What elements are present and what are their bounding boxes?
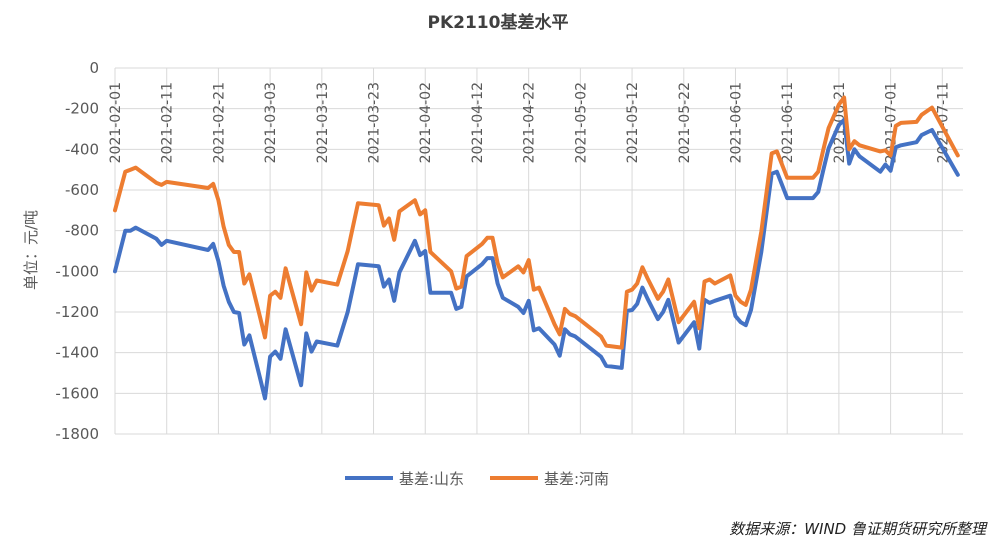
legend: 基差:山东 基差:河南 xyxy=(345,470,609,488)
y-tick-label: -600 xyxy=(65,181,99,199)
grid-vertical xyxy=(114,68,943,434)
x-tick-label: 2021-05-12 xyxy=(625,82,641,163)
x-tick-label: 2021-02-01 xyxy=(108,82,124,163)
legend-label-1: 基差:山东 xyxy=(399,470,464,488)
y-tick-label: 0 xyxy=(89,59,99,77)
x-tick-label: 2021-02-21 xyxy=(211,82,227,163)
source-note: 数据来源：WIND 鲁证期货研究所整理 xyxy=(729,520,986,538)
x-tick-label: 2021-07-01 xyxy=(884,82,900,163)
x-tick-label: 2021-05-02 xyxy=(573,82,589,163)
y-tick-label: -1400 xyxy=(55,344,99,362)
y-tick-label: -1800 xyxy=(55,425,99,443)
y-tick-labels: 0 -200 -400 -600 -800 -1000 -1200 -1400 -1600 -18… xyxy=(55,59,99,443)
y-axis-label: 单位：元/吨 xyxy=(22,210,40,290)
x-tick-label: 2021-03-03 xyxy=(263,82,279,163)
x-tick-label: 2021-05-22 xyxy=(677,82,693,163)
legend-label-2: 基差:河南 xyxy=(544,470,609,488)
y-tick-label: -1600 xyxy=(55,384,99,402)
x-tick-label: 2021-03-23 xyxy=(367,82,383,163)
y-tick-label: -1200 xyxy=(55,303,99,321)
x-tick-label: 2021-06-01 xyxy=(728,82,744,163)
x-tick-label: 2021-04-22 xyxy=(522,82,538,163)
series-line-2 xyxy=(113,95,960,350)
x-tick-label: 2021-06-11 xyxy=(780,82,796,163)
chart-title: PK2110基差水平 xyxy=(428,12,569,33)
series-lines xyxy=(113,95,960,401)
x-tick-label: 2021-02-11 xyxy=(160,82,176,163)
x-tick-label: 2021-04-12 xyxy=(470,82,486,163)
y-tick-label: -200 xyxy=(65,100,99,118)
series-line-1 xyxy=(113,117,960,401)
grid-horizontal xyxy=(115,67,963,435)
y-tick-label: -800 xyxy=(65,222,99,240)
x-tick-label: 2021-03-13 xyxy=(315,82,331,163)
y-tick-label: -1000 xyxy=(55,262,99,280)
y-tick-label: -400 xyxy=(65,140,99,158)
x-tick-label: 2021-04-02 xyxy=(418,82,434,163)
